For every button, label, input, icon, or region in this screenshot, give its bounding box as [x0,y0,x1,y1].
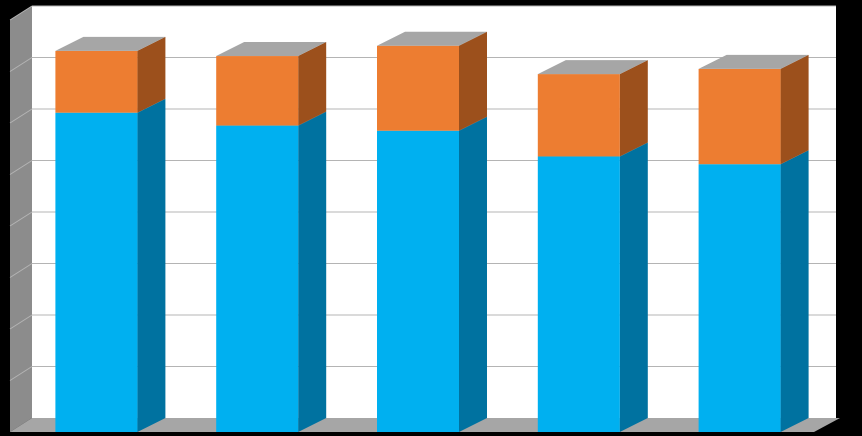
y-gridline-side [9,211,33,227]
y-gridline-side [9,366,33,381]
y-gridline-side [9,108,33,124]
bar-side-1 [137,98,166,432]
bar-segment-1 [377,130,459,432]
bar-segment-2 [537,74,620,157]
bar-side-1 [459,116,487,432]
bars [55,31,809,432]
bar-side-2 [298,42,327,126]
bar-side-1 [298,111,327,432]
bar-segment-1 [698,164,781,432]
y-gridline-side [9,5,33,21]
bar-side-1 [780,150,809,432]
y-gridline-side [9,160,33,175]
bar-segment-2 [377,45,459,131]
bar-side-2 [780,54,809,165]
bar-segment-2 [55,50,138,113]
bar-side-2 [137,36,166,113]
bar-top-cap [377,31,487,46]
bar-segment-2 [698,68,781,165]
bar-top-cap [216,42,327,57]
bar-side-1 [619,142,648,432]
bar-top-cap [55,36,166,51]
bar-segment-1 [55,112,138,432]
bar-segment-2 [216,56,299,126]
bar-segment-1 [537,156,620,432]
bar-top-cap [698,54,809,69]
y-gridline-side [9,57,33,72]
bar-side-2 [459,31,487,131]
bar-top-cap [537,60,648,75]
bar-side-2 [619,60,648,157]
bar-segment-1 [216,125,299,432]
y-gridline-side [9,314,33,330]
y-gridline-side [9,263,33,278]
